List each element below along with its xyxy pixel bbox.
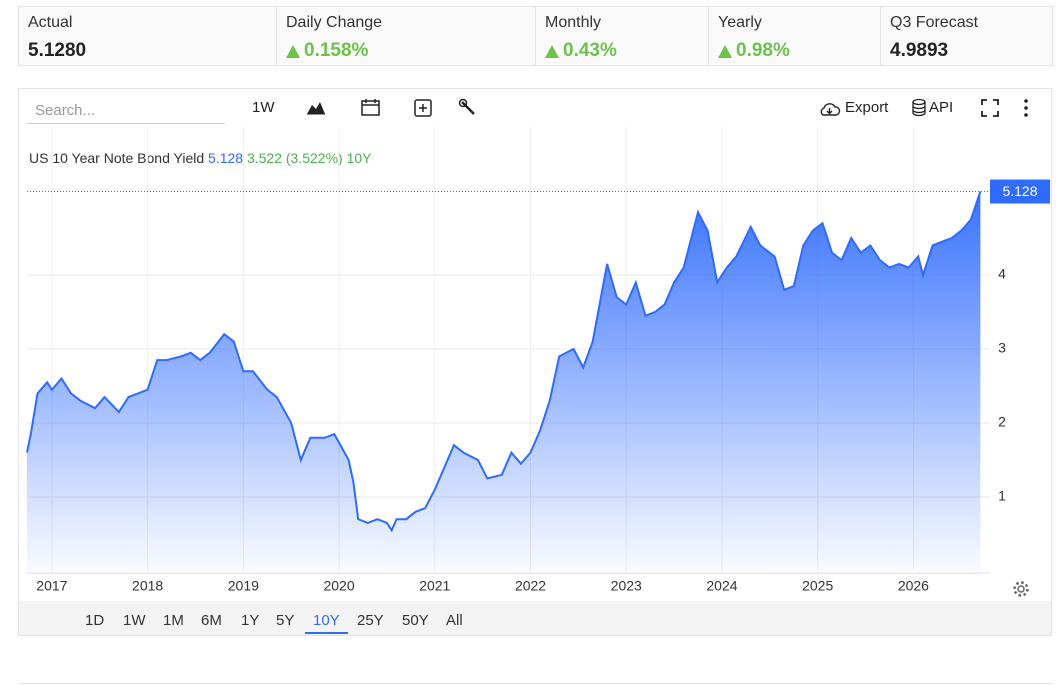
x-tick-label: 2017 — [36, 578, 67, 594]
stat-value: 4.9893 — [890, 40, 949, 61]
more-icon[interactable] — [1020, 98, 1032, 118]
x-tick-label: 2025 — [802, 578, 833, 594]
separator — [18, 683, 1052, 684]
range-button[interactable]: 10Y — [305, 612, 348, 634]
x-tick-label: 2022 — [515, 578, 546, 594]
api-icon[interactable] — [910, 98, 928, 118]
chart-type-icon[interactable] — [305, 97, 327, 117]
stat-label: Yearly — [718, 14, 762, 31]
x-tick-label: 2020 — [323, 578, 354, 594]
range-button[interactable]: 1M — [163, 612, 184, 629]
range-button[interactable]: All — [446, 612, 463, 629]
chart-panel — [18, 88, 1052, 636]
fullscreen-icon[interactable] — [980, 98, 1000, 118]
stat-value: 0.43% — [563, 40, 617, 61]
tools-icon[interactable] — [458, 98, 480, 118]
up-arrow — [286, 45, 300, 58]
last-value: 5.128 — [208, 150, 244, 166]
range-button[interactable]: 1W — [123, 612, 146, 629]
range-bar: 1D 1W 1M 6M 1Y 5Y 10Y 25Y 50Y All — [19, 601, 1051, 635]
range-button[interactable]: 1D — [85, 612, 105, 629]
x-tick-label: 2023 — [611, 578, 642, 594]
settings-icon[interactable] — [1011, 579, 1031, 599]
export-icon[interactable] — [818, 99, 842, 119]
y-tick-label: 3 — [998, 340, 1006, 356]
stat-label: Daily Change — [286, 14, 383, 31]
change-label: 3.522 (3.522%) — [246, 150, 343, 166]
chart: 1 2 3 4 2017 2018 2019 2020 2021 2022 2023 2024 2025… — [26, 127, 1050, 594]
calendar-icon[interactable] — [360, 97, 382, 117]
stat-value: 5.1280 — [28, 40, 87, 61]
export-button[interactable]: Export — [845, 99, 889, 116]
range-button[interactable]: 50Y — [402, 612, 429, 629]
stat-box: Monthly 0.43% — [535, 6, 709, 66]
last-value-box — [990, 179, 1050, 204]
area-fill — [27, 191, 981, 571]
y-tick-label: 4 — [998, 266, 1006, 282]
stat-label: Actual — [28, 14, 73, 31]
search-input[interactable]: Search... — [27, 98, 225, 124]
add-icon[interactable] — [413, 98, 435, 118]
range-button[interactable]: 25Y — [357, 612, 384, 629]
up-arrow — [718, 45, 732, 58]
range-button[interactable]: 1Y — [241, 612, 260, 629]
range-button[interactable]: 6M — [201, 612, 222, 629]
y-tick-label: 1 — [998, 488, 1006, 504]
stat-box: Q3 Forecast 4.9893 — [880, 6, 1053, 66]
api-button[interactable]: API — [929, 99, 954, 116]
stat-box: Yearly 0.98% — [708, 6, 881, 66]
x-tick-label: 2024 — [706, 578, 737, 594]
series-line — [26, 191, 982, 533]
period-label: 10Y — [346, 150, 372, 166]
x-tick-label: 2019 — [228, 578, 259, 594]
series-name: US 10 Year Note Bond Yield — [29, 150, 205, 166]
range-button[interactable]: 5Y — [276, 612, 295, 629]
chart-legend: US 10 Year Note Bond Yield 5.128 3.522 (… — [29, 150, 372, 166]
stat-label: Q3 Forecast — [890, 14, 979, 31]
stat-value: 0.158% — [304, 40, 369, 61]
x-tick-label: 2026 — [898, 578, 929, 594]
y-tick-label: 2 — [998, 414, 1006, 430]
last-value-label: 5.128 — [1002, 183, 1037, 199]
interval-button[interactable]: 1W — [252, 99, 275, 116]
stat-label: Monthly — [545, 14, 602, 31]
x-tick-label: 2018 — [132, 578, 163, 594]
stat-box: Actual 5.1280 — [18, 6, 277, 66]
up-arrow — [545, 45, 559, 58]
x-tick-label: 2021 — [419, 578, 450, 594]
stat-value: 0.98% — [736, 40, 790, 61]
